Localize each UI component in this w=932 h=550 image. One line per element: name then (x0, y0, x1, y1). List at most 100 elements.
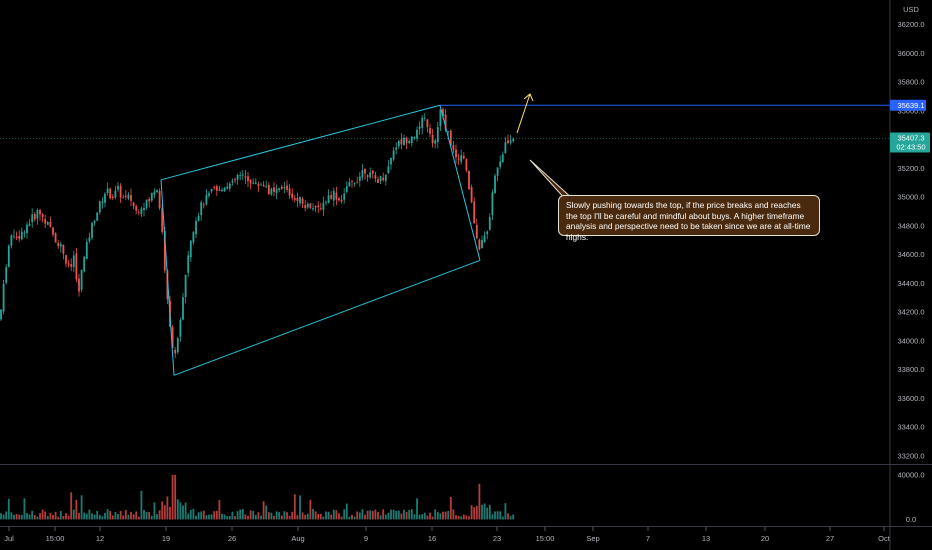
volume-bar (338, 513, 340, 520)
candle (374, 171, 377, 183)
volume-bar (260, 515, 262, 520)
volume-bar (184, 502, 187, 520)
channel-lower-line[interactable] (173, 259, 481, 376)
candle (75, 247, 78, 283)
candle-body (436, 126, 439, 143)
candle-body (208, 193, 210, 196)
candle (197, 212, 200, 222)
volume-bar (475, 505, 478, 520)
channel-right-line[interactable] (439, 105, 481, 261)
candle-body (57, 242, 60, 247)
time-tick-label: Aug (291, 534, 304, 543)
candle-body (444, 114, 447, 130)
candle (210, 188, 213, 194)
candle (494, 173, 496, 194)
candle (481, 235, 483, 249)
volume-bar (377, 512, 379, 520)
candle-body (252, 182, 255, 184)
candle (504, 136, 507, 154)
candle (439, 109, 442, 131)
candle (353, 182, 356, 187)
candle-body (244, 176, 247, 178)
candle (449, 129, 452, 147)
volume-bar (262, 501, 265, 520)
volume-bar (395, 510, 398, 520)
candle-body (465, 159, 468, 171)
volume-bar (423, 512, 426, 520)
candle-body (449, 130, 452, 146)
candle (338, 196, 340, 202)
volume-bar (478, 483, 481, 520)
volume-bar (202, 510, 205, 520)
candle (93, 219, 96, 226)
candle (265, 180, 268, 189)
candle-body (408, 140, 411, 143)
candle-body (210, 188, 213, 192)
volume-bar (265, 505, 268, 520)
candle (291, 188, 294, 201)
candle-body (202, 204, 205, 206)
volume-bar (392, 509, 395, 520)
candle (96, 212, 99, 222)
channel-upper-line[interactable] (160, 104, 441, 181)
volume-bar (247, 515, 249, 520)
volume-bar (226, 516, 229, 520)
volume-bar (408, 510, 411, 520)
volume-bar (54, 511, 57, 520)
volume-bar (400, 513, 403, 520)
volume-bar (57, 516, 60, 520)
current-price-label: 35407.3 (897, 134, 924, 143)
volume-bar (26, 513, 28, 520)
candle-body (512, 138, 515, 142)
candle-body (161, 207, 164, 233)
volume-bar (382, 509, 385, 520)
candle-body (111, 196, 114, 199)
candle-body (447, 131, 450, 133)
candle (488, 213, 491, 231)
price-axis[interactable]: USD 33200.0 33400.0 33600.0 33800.0 34000.0 34… (890, 5, 930, 460)
candle (387, 160, 390, 174)
candle-body (384, 174, 387, 182)
volume-bar (145, 511, 148, 520)
volume-bar (410, 509, 413, 520)
volume-bar (439, 513, 442, 520)
candle (215, 184, 218, 196)
price-tick-label: 33800.0 (897, 365, 924, 374)
candle-body (364, 168, 366, 174)
candle (473, 197, 476, 224)
candle (5, 263, 8, 285)
volume-bar (176, 499, 179, 520)
volume-bar (156, 514, 158, 520)
time-axis[interactable]: Jul 15:00 12 19 26 Aug 9 16 23 15:00 Sep 7 13 20 27 Oct (4, 527, 891, 543)
price-tick-label: 34800.0 (897, 221, 924, 230)
candle-body (231, 180, 234, 183)
annotation-callout[interactable]: Slowly pushing towards the top, if the p… (558, 195, 820, 242)
volume-bar (470, 505, 473, 520)
candle (309, 203, 312, 210)
channel-left-line[interactable] (160, 179, 175, 376)
projection-arrow[interactable] (516, 93, 531, 134)
time-tick-label: 26 (228, 534, 236, 543)
candle-body (205, 194, 208, 205)
volume-bar (20, 514, 23, 520)
candle-body (150, 192, 153, 201)
candle (434, 139, 437, 149)
candle-body (509, 140, 512, 143)
resistance-price-label: 35639.1 (897, 101, 924, 110)
candle-body (195, 220, 197, 235)
candle (345, 181, 348, 194)
time-tick-label: 15:00 (536, 534, 555, 543)
candle-body (59, 243, 62, 247)
volume-bar (119, 510, 122, 520)
candle (327, 189, 330, 204)
candle-body (317, 205, 320, 208)
candle-body (127, 194, 130, 199)
candle-body (137, 212, 140, 214)
candle-body (215, 186, 218, 191)
volume-bar (179, 502, 182, 520)
candle (213, 185, 216, 190)
candle-body (312, 208, 314, 210)
candle (499, 155, 502, 170)
candle-body (338, 198, 340, 201)
